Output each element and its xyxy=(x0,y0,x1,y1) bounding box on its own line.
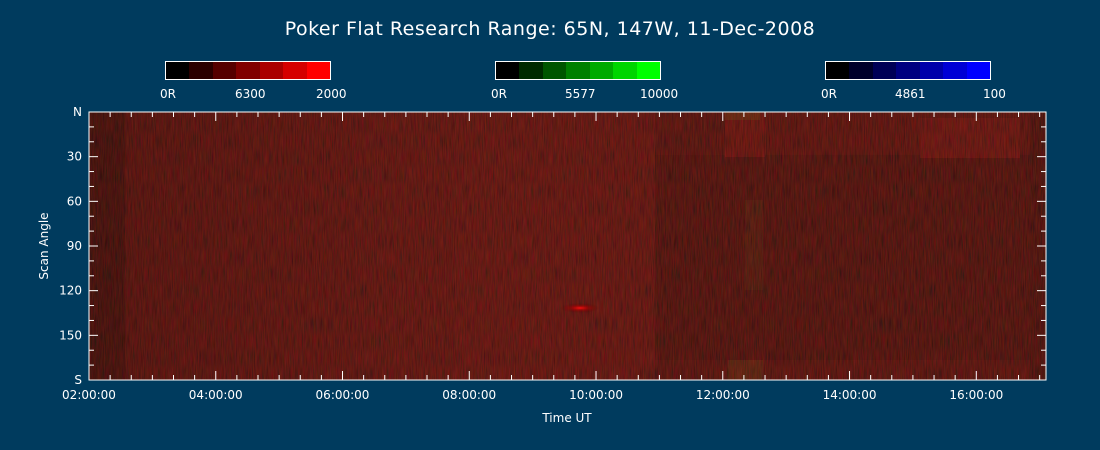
y-axis: N 30 60 90 120 150 S xyxy=(59,105,1046,387)
colorbar-blue-max-label: 100 xyxy=(983,87,1006,101)
colorbar-green-segment xyxy=(589,62,614,79)
colorbar-blue-segment xyxy=(826,62,850,79)
colorbar-green-segment xyxy=(636,62,660,79)
x-tick-label: 14:00:00 xyxy=(823,388,877,402)
colorbar-red-segment xyxy=(236,62,260,79)
colorbar-red-wavelength-label: 6300 xyxy=(235,87,266,101)
colorbar-blue-segment xyxy=(919,62,944,79)
colorbar-green-max-label: 10000 xyxy=(640,87,679,101)
colorbar-red-segment xyxy=(259,62,284,79)
y-tick-label: 60 xyxy=(67,194,82,208)
colorbar-red-max-label: 2000 xyxy=(316,87,347,101)
colorbar-green-segment xyxy=(542,62,567,79)
x-tick-label: 16:00:00 xyxy=(949,388,1003,402)
colorbar-red-min-label: 0R xyxy=(160,87,176,101)
colorbar-blue-min-label: 0R xyxy=(821,87,837,101)
x-tick-label: 02:00:00 xyxy=(62,388,116,402)
x-tick-label: 12:00:00 xyxy=(696,388,750,402)
y-tick-label: N xyxy=(73,105,82,119)
x-tick-label: 04:00:00 xyxy=(189,388,243,402)
colorbar-green-segment xyxy=(519,62,543,79)
colorbar-blue-segment xyxy=(966,62,990,79)
y-tick-label: 30 xyxy=(67,150,82,164)
y-tick-label: 150 xyxy=(59,328,82,342)
colorbar-green-wavelength-label: 5577 xyxy=(565,87,596,101)
colorbar-red-segment xyxy=(283,62,307,79)
colorbar-green xyxy=(495,61,661,80)
colorbar-red-segment xyxy=(189,62,213,79)
colorbar-blue-segment xyxy=(849,62,873,79)
colorbar-blue-segment xyxy=(872,62,897,79)
colorbar-green-segment xyxy=(613,62,637,79)
colorbar-green-segment xyxy=(566,62,590,79)
colorbar-red-segment xyxy=(166,62,190,79)
x-axis: 02:00:00 04:00:00 06:00:00 08:00:00 10:00:00… xyxy=(62,112,1041,402)
colorbar-blue-segment xyxy=(896,62,920,79)
keogram-image xyxy=(89,112,1046,380)
colorbar-green-min-label: 0R xyxy=(491,87,507,101)
colorbar-blue-segment xyxy=(943,62,967,79)
colorbar-red-segment xyxy=(212,62,237,79)
colorbar-blue-wavelength-label: 4861 xyxy=(895,87,926,101)
colorbar-blue xyxy=(825,61,991,80)
x-tick-label: 10:00:00 xyxy=(569,388,623,402)
y-axis-label: Scan Angle xyxy=(37,212,51,279)
x-axis-label: Time UT xyxy=(541,411,592,425)
chart-title: Poker Flat Research Range: 65N, 147W, 11… xyxy=(284,18,816,40)
colorbar-red xyxy=(165,61,331,80)
colorbar-red-segment xyxy=(306,62,330,79)
x-tick-label: 08:00:00 xyxy=(442,388,496,402)
y-tick-label: 90 xyxy=(67,239,82,253)
colorbar-green-segment xyxy=(496,62,520,79)
y-tick-label: 120 xyxy=(59,284,82,298)
x-tick-label: 06:00:00 xyxy=(316,388,370,402)
y-tick-label: S xyxy=(74,373,82,387)
